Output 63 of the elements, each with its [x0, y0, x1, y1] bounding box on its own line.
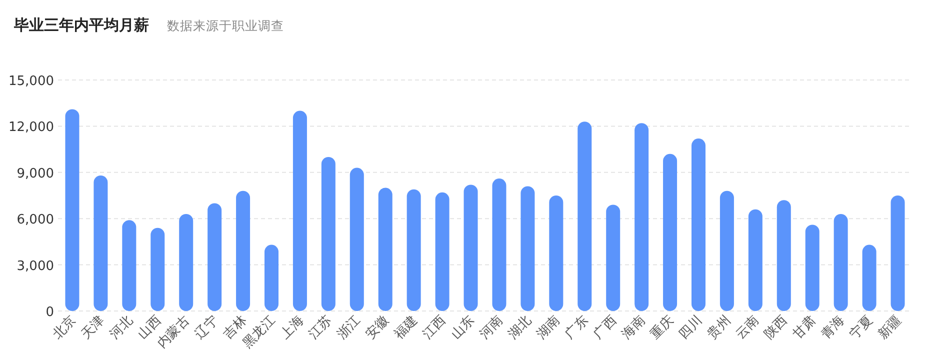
x-tick-label: 江苏 — [306, 313, 336, 342]
bar — [776, 200, 791, 311]
y-tick-label: 12,000 — [8, 120, 54, 136]
bar — [720, 190, 734, 311]
x-tick-label: 广西 — [590, 313, 620, 342]
x-tick-label: 安徽 — [362, 312, 392, 342]
y-tick-label: 0 — [46, 305, 54, 320]
x-tick-label: 河北 — [107, 313, 136, 342]
x-tick-label: 上海 — [278, 313, 307, 342]
bar — [862, 244, 876, 311]
x-tick-label: 甘肃 — [790, 313, 820, 342]
x-tick-label: 海南 — [619, 313, 648, 342]
x-tick-label: 福建 — [392, 313, 421, 342]
bar — [748, 209, 762, 311]
bar — [663, 154, 678, 311]
bar — [606, 204, 620, 311]
bar — [492, 178, 506, 311]
x-tick-label: 山东 — [448, 313, 478, 342]
bar — [464, 184, 478, 311]
x-tick-label: 陕西 — [762, 313, 791, 342]
bar — [634, 123, 649, 311]
x-tick-label: 宁夏 — [846, 312, 876, 342]
x-tick-label: 青海 — [818, 313, 848, 342]
x-tick-label: 江西 — [420, 313, 450, 342]
y-tick-label: 3,000 — [16, 258, 54, 274]
chart-title: 毕业三年内平均月薪 — [13, 16, 149, 34]
chart-subtitle: 数据来源于职业调查 — [167, 18, 284, 33]
x-tick-label: 云南 — [733, 313, 762, 342]
bar — [406, 189, 421, 311]
bar — [520, 186, 535, 311]
x-tick-label: 新疆 — [876, 313, 905, 342]
bar — [264, 244, 278, 311]
x-tick-label: 天津 — [78, 313, 108, 342]
bar — [549, 196, 564, 311]
bar — [94, 175, 108, 311]
bar — [122, 220, 136, 311]
bar — [65, 109, 80, 311]
bar — [179, 214, 194, 311]
bar — [805, 224, 820, 311]
bar — [890, 196, 905, 311]
x-tick-label: 湖北 — [506, 313, 535, 342]
bar — [321, 157, 336, 311]
bar — [150, 228, 165, 311]
bar — [292, 110, 307, 311]
x-tick-label: 贵州 — [704, 313, 734, 342]
x-tick-label: 广东 — [562, 313, 592, 342]
y-tick-label: 15,000 — [8, 74, 54, 89]
x-tick-label: 河南 — [477, 313, 506, 342]
x-tick-label: 湖南 — [534, 313, 563, 342]
bar — [236, 190, 250, 311]
bar — [208, 203, 222, 311]
x-tick-label: 辽宁 — [192, 312, 222, 342]
bar — [834, 214, 848, 311]
bar — [578, 122, 592, 311]
bar — [378, 188, 392, 311]
bar — [692, 138, 706, 311]
bar — [350, 168, 364, 311]
bar — [435, 192, 450, 311]
x-tick-label: 浙江 — [334, 313, 364, 342]
y-tick-label: 6,000 — [16, 212, 54, 228]
x-tick-label: 重庆 — [648, 313, 677, 342]
x-tick-label: 四川 — [676, 313, 706, 342]
y-tick-label: 9,000 — [16, 166, 54, 182]
